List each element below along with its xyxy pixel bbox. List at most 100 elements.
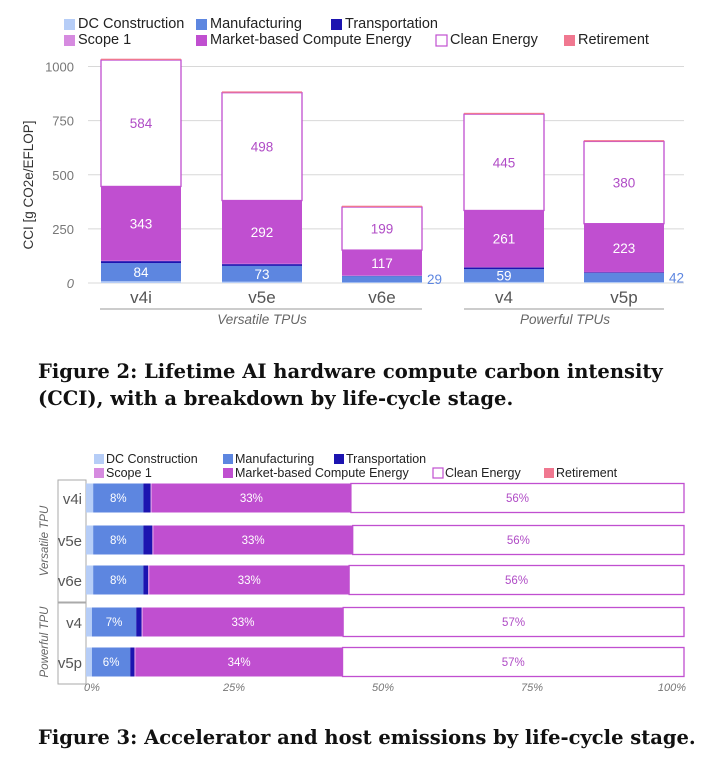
x-tick-label: 0%	[84, 682, 100, 694]
bar-v5p-dc-construction	[86, 647, 92, 677]
bar-v5p-manufacturing	[91, 647, 131, 677]
data-label-v4-manufacturing: 59	[496, 269, 511, 284]
data-label-v5p-manufacturing: 42	[669, 271, 684, 286]
bar-v4-manufacturing	[464, 269, 544, 282]
legend-label-transportation: Transportation	[346, 452, 426, 466]
bar-v4i-retirement	[101, 58, 181, 61]
data-label-v4i-clean: 56%	[506, 493, 529, 505]
data-label-v4-compute: 261	[493, 232, 516, 247]
legend-swatch-dc-construction	[94, 454, 104, 464]
bar-v6e-manufacturing	[93, 565, 144, 595]
data-label-v6e-clean: 56%	[505, 575, 528, 587]
bar-v5e-clean-energy	[221, 92, 303, 202]
bar-v4-scope-1	[464, 266, 544, 268]
bar-v6e-clean-energy	[348, 564, 685, 596]
legend-swatch-transportation	[331, 19, 342, 30]
data-label-v5p-clean: 57%	[502, 657, 525, 669]
legend-label-manufacturing: Manufacturing	[210, 16, 302, 32]
y-tick-label-v4: v4	[66, 615, 82, 632]
bar-v5e-market-based-compute-energy	[222, 200, 302, 264]
data-label-v4-compute: 33%	[231, 617, 254, 629]
bar-v5e-market-based-compute-energy	[153, 525, 353, 555]
bar-v6e-market-based-compute-energy	[149, 565, 350, 595]
legend-label-scope-1: Scope 1	[106, 466, 152, 480]
emissions-share-bar-chart: DC Construction Manufacturing Transportati…	[39, 452, 686, 694]
bar-v4i-dc-construction	[86, 483, 94, 513]
legend-swatch-clean-energy	[432, 467, 444, 479]
bar-v5p-scope-1	[584, 271, 664, 273]
x-tick-label: 25%	[222, 682, 245, 694]
bar-v4i-manufacturing	[93, 483, 144, 513]
x-tick-label-v4: v4	[495, 288, 513, 307]
legend-label-market-based-compute-energy: Market-based Compute Energy	[210, 32, 412, 48]
bar-v4-scope-1	[141, 607, 143, 637]
data-label-v5p-manufacturing: 6%	[103, 657, 120, 669]
legend-label-retirement: Retirement	[578, 32, 649, 48]
data-label-v6e-compute: 33%	[238, 575, 261, 587]
bar-v5e-manufacturing	[222, 265, 302, 282]
bar-v5e-dc-construction	[86, 525, 94, 555]
figure-3: DC Construction Manufacturing Transportati…	[0, 440, 721, 710]
bar-v5p-retirement	[584, 140, 664, 142]
bar-v6e-dc-construction	[86, 565, 94, 595]
data-label-v5e-compute: 292	[251, 225, 274, 240]
data-label-v4i-compute: 33%	[240, 493, 263, 505]
category-axis-frame	[57, 601, 87, 685]
legend-swatch-manufacturing	[196, 19, 207, 30]
bar-v5e-transportation	[222, 263, 302, 266]
y-tick-label: 0	[67, 276, 75, 291]
legend-label-manufacturing: Manufacturing	[235, 452, 314, 466]
data-label-v4i-manufacturing: 8%	[110, 493, 127, 505]
bar-v6e-scope-1	[342, 275, 422, 276]
legend-label-market-based-compute-energy: Market-based Compute Energy	[235, 466, 409, 480]
x-tick-label-v4i: v4i	[130, 288, 152, 307]
bar-v5p-transportation	[584, 272, 664, 274]
legend-swatch-retirement	[564, 35, 575, 46]
legend-swatch-scope-1	[64, 35, 75, 46]
data-label-v5e-manufacturing: 73	[254, 267, 269, 282]
bar-v5p-manufacturing	[584, 273, 664, 283]
bar-v4i-transportation	[143, 483, 151, 513]
legend-label-scope-1: Scope 1	[78, 32, 131, 48]
data-label-v5p-compute: 223	[613, 241, 636, 256]
bar-v5e-retirement	[222, 91, 302, 93]
bar-v5p-clean-energy	[341, 646, 685, 678]
bar-v4i-manufacturing	[101, 263, 181, 282]
bar-v4-market-based-compute-energy	[142, 607, 344, 637]
data-label-v5e-manufacturing: 8%	[110, 535, 127, 547]
y-tick-label-v5p: v5p	[58, 655, 82, 672]
data-label-v6e-compute: 117	[371, 256, 393, 271]
legend-swatch-dc-construction	[64, 19, 75, 30]
bar-v5p-transportation	[130, 647, 135, 677]
bar-v6e-manufacturing	[342, 276, 422, 283]
figure-2: DC Construction Manufacturing Transportati…	[0, 0, 721, 360]
cci-stacked-bar-chart: DC Construction Manufacturing Transportati…	[21, 16, 684, 327]
bar-v6e-dc-construction	[342, 282, 422, 283]
bar-v5e-dc-construction	[222, 281, 302, 283]
bar-v4i-market-based-compute-energy	[101, 186, 181, 261]
legend-swatch-market-based-compute-energy	[196, 35, 207, 46]
figure-2-caption: Figure 2: Lifetime AI hardware compute c…	[38, 360, 663, 410]
bar-v5e-scope-1	[222, 263, 302, 265]
data-label-v6e-manufacturing: 29	[427, 272, 442, 287]
legend-swatch-transportation	[334, 454, 344, 464]
x-tick-label: 100%	[658, 682, 686, 694]
data-label-v4-clean: 445	[493, 155, 516, 170]
group-label-powerful-tpu: Powerful TPU	[39, 606, 51, 678]
bar-v4-dc-construction	[464, 281, 544, 283]
data-label-v5p-compute: 34%	[228, 657, 251, 669]
bar-v5p-scope-1	[134, 647, 136, 677]
y-tick-label: 500	[52, 168, 74, 183]
bar-v5p-dc-construction	[584, 282, 664, 283]
bar-v5p-clean-energy	[583, 140, 665, 225]
bar-v4-market-based-compute-energy	[464, 210, 544, 267]
bar-v4i-market-based-compute-energy	[151, 483, 351, 513]
data-label-v4i-compute: 343	[130, 217, 153, 232]
bar-v6e-scope-1	[148, 565, 150, 595]
bar-v5e-manufacturing	[93, 525, 144, 555]
legend-label-retirement: Retirement	[556, 466, 618, 480]
legend-label-clean-energy: Clean Energy	[445, 466, 521, 480]
y-axis-label: CCI [g CO2e/EFLOP]	[21, 120, 36, 249]
x-tick-label-v6e: v6e	[368, 288, 395, 307]
data-label-v4-clean: 57%	[502, 617, 525, 629]
